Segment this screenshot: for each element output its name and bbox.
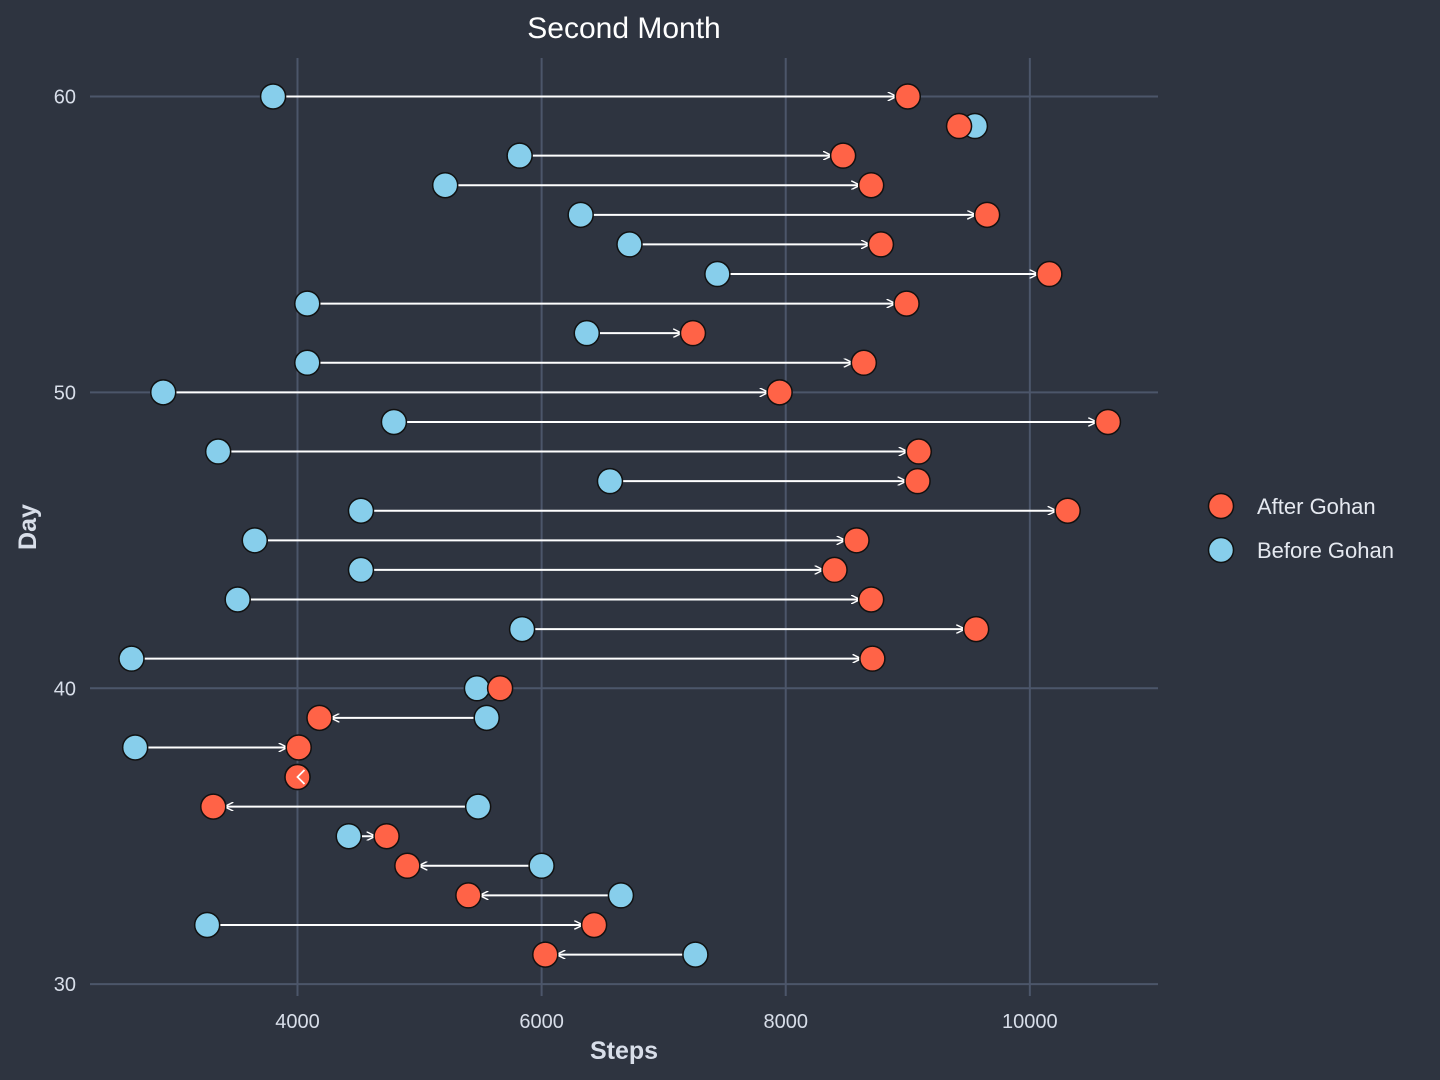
point-after-day-52	[679, 319, 707, 347]
point-before-day-57	[431, 171, 459, 199]
y-axis-ticks: 30 40 50 60	[54, 86, 76, 996]
point-after-day-40	[486, 675, 514, 702]
point-after-day-34	[394, 852, 421, 880]
point-after-day-53	[893, 290, 920, 317]
point-before-day-53	[294, 290, 321, 317]
point-after-day-45	[843, 527, 870, 554]
x-tick-label: 10000	[1002, 1011, 1058, 1033]
point-after-day-58	[829, 142, 857, 169]
y-tick-label: 60	[54, 86, 76, 108]
point-before-day-36	[464, 793, 492, 820]
point-before-day-40	[463, 675, 491, 702]
point-after-day-59	[945, 112, 973, 140]
point-after-day-35	[373, 822, 400, 850]
point-before-day-49	[380, 408, 408, 436]
point-before-day-48	[204, 438, 232, 465]
y-tick-label: 50	[54, 382, 76, 404]
point-before-day-54	[704, 260, 731, 288]
chart-title: Second Month	[527, 12, 720, 45]
point-before-day-33	[607, 882, 635, 909]
point-before-day-47	[596, 467, 624, 495]
x-tick-label: 4000	[275, 1011, 320, 1033]
point-after-day-32	[580, 911, 608, 939]
point-before-day-44	[347, 556, 375, 584]
point-after-day-55	[867, 231, 895, 258]
y-tick-label: 30	[54, 974, 76, 996]
point-after-day-39	[306, 704, 333, 732]
point-after-day-46	[1054, 497, 1081, 524]
point-before-day-50	[149, 379, 177, 406]
point-before-day-35	[335, 822, 363, 850]
point-before-day-31	[682, 941, 709, 968]
dots	[118, 83, 1122, 968]
point-after-day-47	[904, 467, 931, 495]
point-after-day-54	[1036, 260, 1063, 288]
arrow-day-37	[296, 769, 306, 785]
point-before-day-60	[259, 83, 287, 110]
point-after-day-38	[285, 734, 312, 761]
x-tick-label: 6000	[519, 1011, 564, 1033]
point-after-day-44	[821, 556, 848, 584]
point-after-day-43	[857, 586, 885, 613]
point-before-day-51	[294, 349, 321, 377]
point-before-day-43	[224, 586, 251, 613]
legend-label-0: After Gohan	[1257, 494, 1376, 519]
segments	[131, 96, 1095, 954]
point-before-day-55	[616, 231, 643, 258]
point-after-day-31	[532, 941, 559, 968]
point-before-day-45	[241, 527, 269, 554]
legend: After Gohan Before Gohan	[1207, 492, 1394, 564]
point-before-day-58	[506, 142, 533, 169]
point-after-day-57	[857, 171, 885, 199]
point-after-day-33	[455, 882, 482, 909]
grid	[90, 58, 1158, 996]
point-after-day-36	[200, 793, 227, 820]
point-after-day-48	[905, 438, 933, 465]
x-tick-label: 8000	[763, 1011, 808, 1033]
point-after-day-42	[962, 615, 990, 643]
point-after-day-60	[894, 83, 922, 110]
x-axis-title: Steps	[590, 1037, 658, 1065]
y-axis-title: Day	[14, 504, 42, 550]
point-before-day-52	[573, 319, 601, 347]
y-tick-label: 40	[54, 678, 76, 700]
point-before-day-56	[567, 201, 594, 229]
point-before-day-39	[473, 704, 500, 732]
point-before-day-41	[118, 645, 145, 672]
point-after-day-56	[973, 201, 1001, 229]
x-axis-ticks: 4000 6000 8000 10000	[275, 1011, 1057, 1033]
point-after-day-41	[859, 645, 886, 672]
point-before-day-46	[347, 497, 375, 524]
point-after-day-50	[766, 379, 793, 406]
legend-swatch-0	[1207, 492, 1235, 520]
point-before-day-38	[121, 734, 149, 761]
legend-swatch-1	[1207, 536, 1235, 564]
point-after-day-51	[850, 349, 878, 377]
point-before-day-42	[508, 615, 536, 643]
point-after-day-49	[1094, 408, 1122, 436]
point-before-day-32	[193, 911, 221, 939]
point-before-day-34	[528, 852, 555, 880]
legend-label-1: Before Gohan	[1257, 538, 1394, 563]
